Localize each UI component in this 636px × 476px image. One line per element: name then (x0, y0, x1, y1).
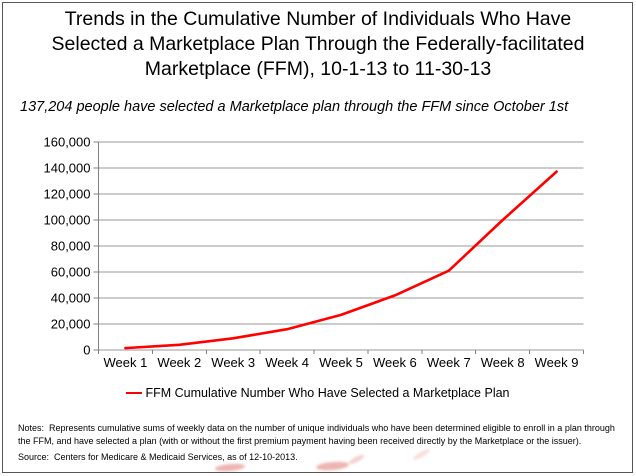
chart-title-line-3: Marketplace (FFM), 10-1-13 to 11-30-13 (144, 58, 492, 80)
chart-subtitle: 137,204 people have selected a Marketpla… (20, 99, 569, 115)
y-axis-label: 100,000 (44, 213, 91, 228)
y-axis-label: 140,000 (44, 161, 91, 176)
x-axis-label: Week 7 (427, 355, 471, 370)
chart-title: Trends in the Cumulative Number of Indiv… (0, 7, 636, 82)
legend-label: FFM Cumulative Number Who Have Selected … (145, 386, 510, 400)
x-axis-label: Week 8 (481, 355, 525, 370)
chart-title-line-1: Trends in the Cumulative Number of Indiv… (64, 8, 572, 30)
series-line-ffm-cumulative (124, 170, 558, 350)
y-axis-label: 120,000 (44, 187, 91, 202)
legend-line-swatch (126, 391, 143, 395)
x-axis-label: Week 3 (211, 355, 255, 370)
x-axis-label: Week 1 (104, 355, 148, 370)
y-axis-label: 40,000 (51, 291, 91, 306)
chart-legend: FFM Cumulative Number Who Have Selected … (0, 385, 636, 401)
y-axis-label: 0 (83, 343, 90, 358)
artifact-smudge (214, 462, 246, 473)
x-axis-label: Week 6 (373, 355, 417, 370)
x-axis-label: Week 5 (319, 355, 363, 370)
chart-title-line-2: Selected a Marketplace Plan Through the … (51, 33, 585, 55)
y-axis-label: 160,000 (44, 135, 91, 150)
y-axis-label: 20,000 (51, 317, 91, 332)
y-axis-label: 80,000 (51, 239, 91, 254)
x-axis-label: Week 9 (535, 355, 579, 370)
x-axis-label: Week 4 (265, 355, 309, 370)
x-axis-label: Week 2 (157, 355, 201, 370)
line-chart: 0 20,000 40,000 60,000 80,000 100,000 120,000 1… (0, 130, 636, 380)
y-axis-label: 60,000 (51, 265, 91, 280)
line-chart-canvas: 0 20,000 40,000 60,000 80,000 100,000 120,000 1… (44, 135, 584, 370)
source-text: Source: Centers for Medicare & Medicaid … (18, 452, 298, 462)
notes-text: Notes: Represents cumulative sums of wee… (18, 423, 618, 446)
